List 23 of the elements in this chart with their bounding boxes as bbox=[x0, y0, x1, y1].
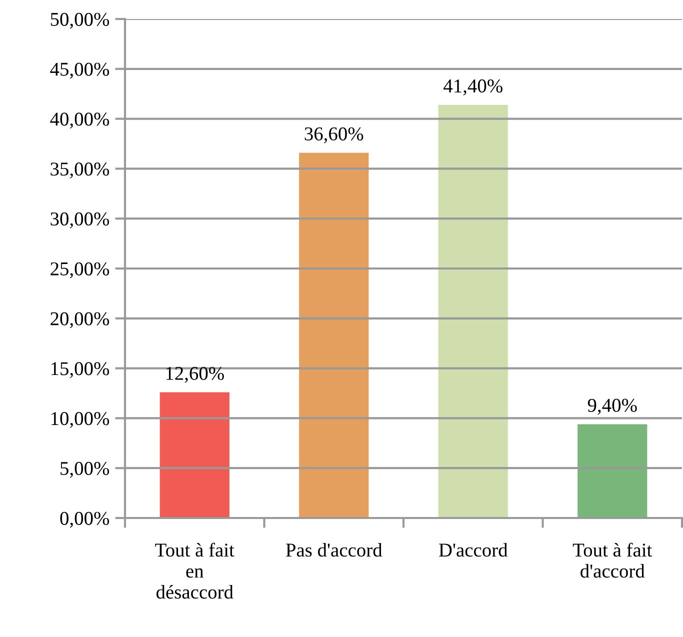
data-label: 41,40% bbox=[444, 79, 502, 96]
data-label: 9,40% bbox=[588, 398, 637, 415]
y-tick-label: 20,00% bbox=[50, 312, 110, 328]
y-tick-label: 30,00% bbox=[50, 212, 110, 228]
y-tick-label: 10,00% bbox=[51, 412, 110, 428]
bar bbox=[299, 152, 369, 518]
data-label: 12,60% bbox=[166, 366, 224, 383]
y-tick-label: 15,00% bbox=[51, 362, 110, 378]
y-tick-label: 0,00% bbox=[60, 512, 110, 528]
y-tick-label: 5,00% bbox=[60, 462, 110, 478]
bar bbox=[438, 104, 508, 518]
data-label: 36,60% bbox=[304, 127, 364, 144]
x-tick-label: Pas d'accord bbox=[286, 543, 382, 557]
x-tick-label: Tout à fait d'accord bbox=[572, 542, 652, 578]
y-tick-label: 40,00% bbox=[50, 112, 110, 129]
x-tick-label: Tout à fait en désaccord bbox=[155, 542, 234, 599]
bar bbox=[578, 424, 648, 518]
y-tick-label: 45,00% bbox=[50, 62, 110, 79]
y-tick-label: 25,00% bbox=[50, 262, 110, 278]
y-tick-label: 50,00% bbox=[50, 12, 110, 29]
x-tick-label: D'accord bbox=[439, 543, 508, 557]
y-tick-label: 35,00% bbox=[50, 162, 110, 178]
bar bbox=[160, 392, 230, 518]
